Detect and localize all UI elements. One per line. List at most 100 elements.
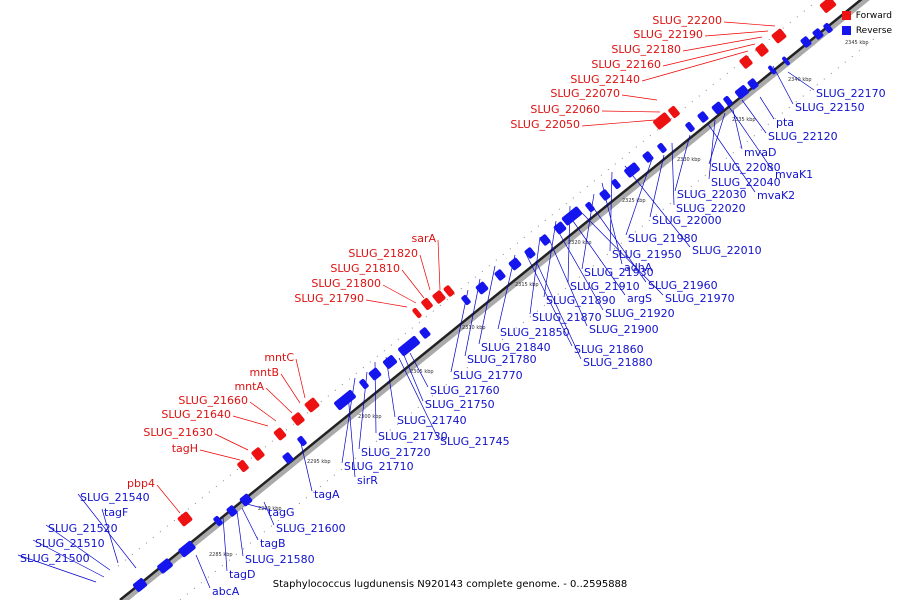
reverse-gene-label: SLUG_21580 [245,553,315,566]
reverse-gene [657,143,667,153]
reverse-gene-label: SLUG_22120 [768,130,838,143]
reverse-leader-line [543,220,557,298]
reverse-gene [747,78,759,90]
forward-leader-line [601,110,661,113]
leader-lines [17,21,815,589]
reverse-leader-line [236,510,244,557]
reverse-leader-line [732,109,743,150]
reverse-gene-label: mvaD [744,146,776,159]
reverse-gene-label: SLUG_21890 [546,294,616,307]
tick-label: 2320 kbp [568,240,592,246]
reverse-gene-label: SLUG_21840 [481,341,551,354]
reverse-gene-label: SLUG_21750 [425,398,495,411]
reverse-gene-label: SLUG_22020 [676,202,746,215]
reverse-gene-label: SLUG_21720 [361,446,431,459]
reverse-gene [419,327,431,339]
tick-label: 2295 kbp [307,459,331,465]
reverse-gene-label: abcA [212,585,240,598]
reverse-gene-label: SLUG_21740 [397,414,467,427]
reverse-gene-label: SLUG_22150 [795,101,865,114]
forward-gene [251,447,265,461]
forward-gene-label: pbp4 [127,477,155,490]
reverse-swatch [841,26,851,35]
reverse-leader-line [609,171,613,252]
reverse-leader-line [478,265,496,345]
reverse-leader-line [572,220,626,296]
forward-gene-label: SLUG_21790 [294,292,364,305]
forward-leader-line [682,36,763,52]
forward-gene-label: SLUG_22070 [550,87,620,100]
tick-label: 2335 kbp [732,117,756,123]
reverse-gene-label: tagG [268,506,295,519]
reverse-gene [611,179,621,189]
tick-label: 2310 kbp [462,325,486,331]
reverse-gene-label: SLUG_21710 [344,460,414,473]
reverse-gene [133,578,147,592]
reverse-leader-line [671,142,675,206]
reverse-leader-line [464,278,481,357]
tick-label: 2300 kbp [358,414,382,420]
reverse-gene [398,336,420,356]
reverse-gene [334,390,356,410]
forward-gene [819,0,837,13]
forward-leader-line [437,239,441,291]
reverse-gene-label: SLUG_22030 [677,188,747,201]
forward-gene [237,460,249,472]
tick-label: 2305 kbp [410,369,434,375]
forward-gene-label: SLUG_21660 [178,394,248,407]
reverse-gene [461,295,471,305]
reverse-gene [561,206,583,226]
reverse-gene-label: SLUG_21860 [574,343,644,356]
reverse-gene-label: SLUG_21745 [440,435,510,448]
reverse-gene [823,23,833,33]
reverse-gene-label: SLUG_22000 [652,214,722,227]
reverse-leader-line [726,103,774,172]
reverse-leader-line [299,438,313,492]
reverse-gene [226,505,238,517]
forward-gene-label: SLUG_21640 [161,408,231,421]
reverse-leader-line [649,154,665,218]
forward-gene [432,290,446,304]
reverse-leader-line [581,212,664,296]
reverse-gene-label: SLUG_22080 [711,161,781,174]
reverse-gene-label: SLUG_21960 [648,279,718,292]
reverse-leader-line [548,238,588,327]
reverse-gene-label: SLUG_21760 [430,384,500,397]
reverse-gene [157,558,173,574]
reverse-gene [800,36,812,48]
reverse-gene [508,257,522,271]
reverse-leader-line [17,554,97,583]
tick-label: 2315 kbp [515,282,539,288]
reverse-leader-line [347,392,356,478]
reverse-leader-line [741,99,767,134]
reverse-gene-label: SLUG_22170 [816,87,886,100]
reverse-gene [539,234,551,246]
reverse-gene [475,281,489,295]
reverse-gene [697,111,709,123]
forward-leader-line [232,415,269,427]
forward-leader-line [723,21,776,27]
reverse-gene [585,202,595,212]
reverse-gene-label: SLUG_21850 [500,326,570,339]
reverse-leader-line [674,134,691,192]
reverse-gene [494,269,506,281]
forward-gene [668,106,680,118]
reverse-leader-line [195,554,211,589]
reverse-gene-label: adhA [624,261,653,274]
reverse-leader-line [402,352,424,402]
reverse-gene [282,452,294,464]
forward-gene-label: mntC [264,351,294,364]
reverse-leader-line [707,123,756,193]
reverse-leader-line [241,507,259,541]
reverse-leader-line [222,516,228,572]
reverse-gene-label: SLUG_21930 [584,266,654,279]
reverse-gene [711,101,725,115]
forward-leader-line [265,387,293,414]
reverse-leader-line [45,524,111,571]
reverse-gene-label: SLUG_21870 [532,311,602,324]
reverse-leader-line [77,493,137,569]
forward-leader-line [365,299,408,308]
forward-gene-label: tagH [172,442,198,455]
tick-label: 2345 kbp [845,40,869,46]
forward-gene-label: SLUG_22140 [570,73,640,86]
